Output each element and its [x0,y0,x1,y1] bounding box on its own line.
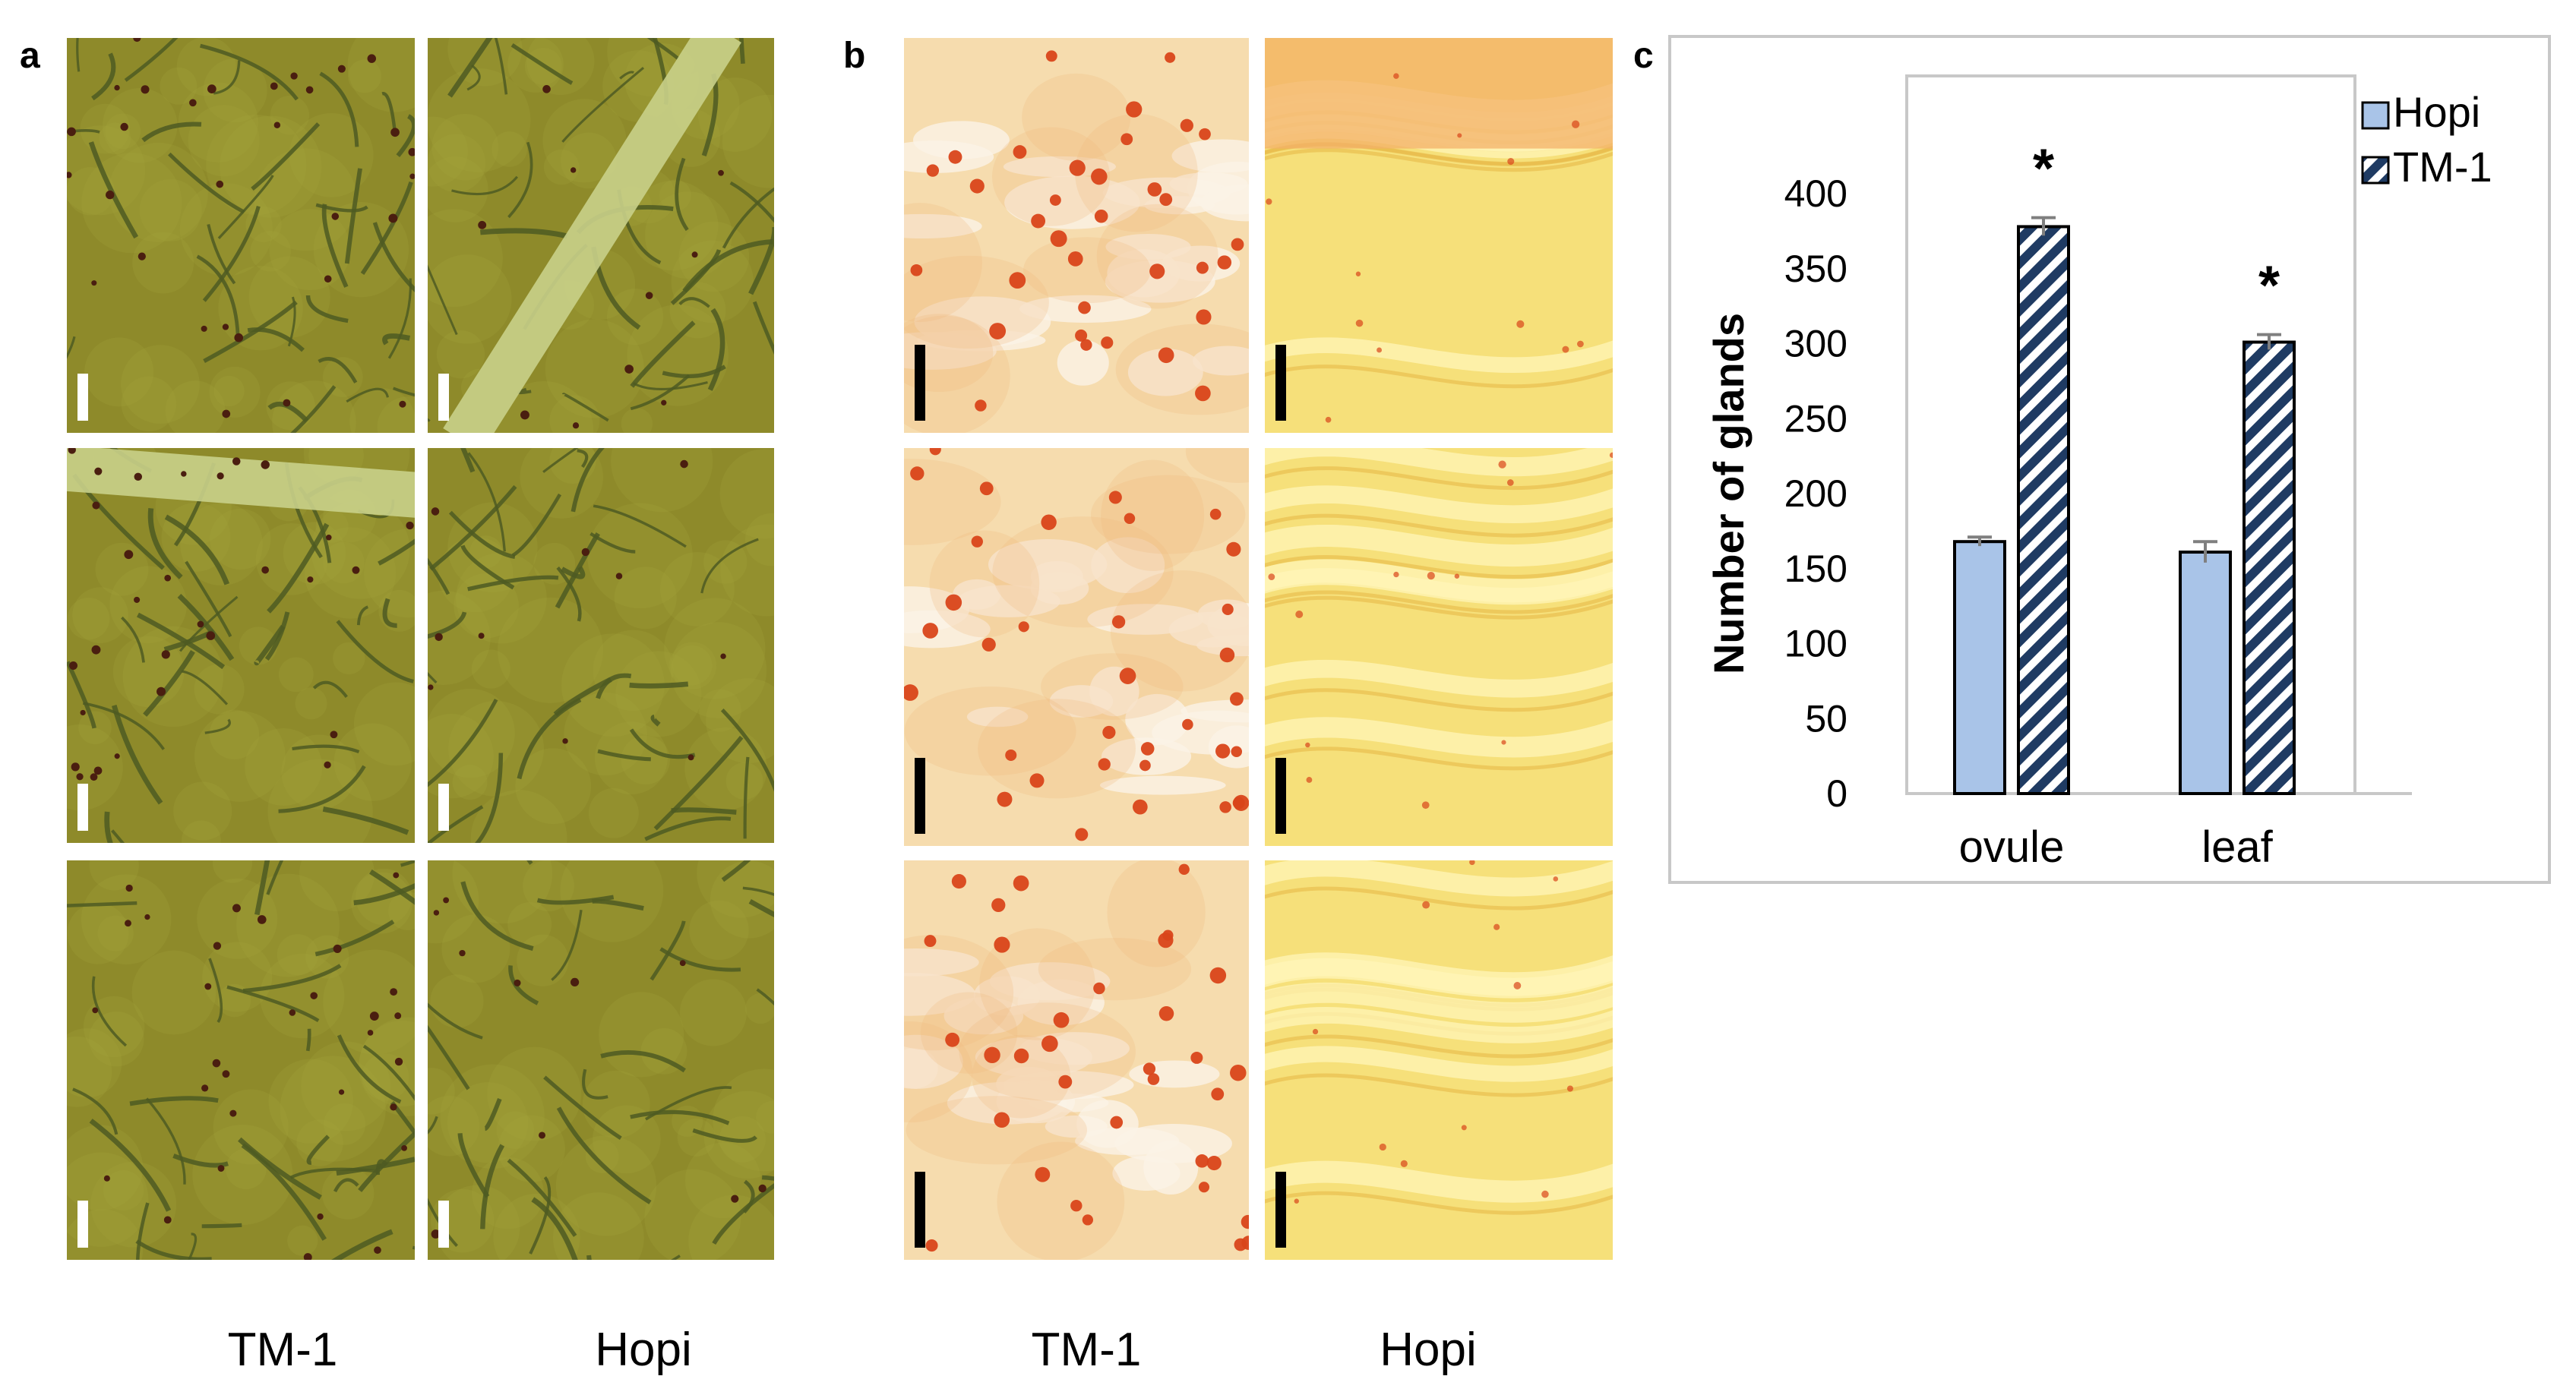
ovule-photo-hopi-1 [1265,38,1613,433]
y-tick-label: 0 [1826,772,1847,815]
ovule-photo-tm1-1 [904,38,1249,433]
scale-bar [77,784,88,831]
bar-hopi-leaf [2179,551,2232,796]
scale-bar [915,1172,925,1248]
significance-marker: * [2258,256,2280,317]
scale-bar [438,374,449,421]
panel-label-a: a [20,36,40,76]
panel-a-column-label-tm1: TM-1 [227,1324,338,1376]
y-tick-label: 100 [1784,623,1847,665]
legend-swatch-tm-1 [2361,156,2390,185]
bar-tm-1-ovule [2017,225,2070,795]
scale-bar [438,1201,449,1248]
significance-marker: * [2033,139,2054,200]
bar-hopi-ovule [1953,540,2006,795]
scale-bar [1275,758,1286,834]
panel-label-c: c [1633,36,1654,76]
y-tick-label: 200 [1784,472,1847,515]
leaf-photo-hopi-2 [428,448,774,843]
ovule-photo-tm1-3 [904,860,1249,1260]
panel-label-b: b [843,36,866,76]
y-tick-label: 150 [1784,548,1847,590]
scale-bar [77,1201,88,1248]
gland-count-chart-frame: 0 50 100 150 200 250 300 350 400 Number of glands… [1668,35,2551,884]
gland-count-chart: 0 50 100 150 200 250 300 350 400 Number of glands… [1705,74,2492,872]
y-tick-label: 400 [1784,172,1847,215]
bar-tm-1-leaf [2243,340,2296,795]
legend-label-tm-1: TM-1 [2393,143,2492,191]
scale-bar [77,374,88,421]
scale-bar [915,345,925,421]
x-tick-label-leaf: leaf [2201,822,2273,872]
x-tick-label-ovule: ovule [1959,822,2065,872]
panel-b-column-label-hopi: Hopi [1380,1324,1477,1376]
leaf-photo-tm1-2 [67,448,415,843]
legend-label-hopi: Hopi [2393,88,2480,136]
leaf-photo-tm1-1 [67,38,415,433]
panel-b-column-label-tm1: TM-1 [1031,1324,1142,1376]
scale-bar [1275,1172,1286,1248]
y-tick-label: 300 [1784,323,1847,365]
leaf-photo-hopi-1 [428,38,774,433]
ovule-photo-tm1-2 [904,448,1249,846]
y-axis-label: Number of glands [1705,313,1753,674]
scale-bar [438,784,449,831]
leaf-photo-tm1-3 [67,860,415,1260]
panel-a-column-label-hopi: Hopi [595,1324,692,1376]
y-tick-label: 50 [1805,697,1847,740]
legend-swatch-hopi [2361,101,2390,130]
leaf-photo-hopi-3 [428,860,774,1260]
scale-bar [915,758,925,834]
y-tick-label: 250 [1784,397,1847,440]
ovule-photo-hopi-2 [1265,448,1613,846]
ovule-photo-hopi-3 [1265,860,1613,1260]
scale-bar [1275,345,1286,421]
y-tick-label: 350 [1784,248,1847,290]
